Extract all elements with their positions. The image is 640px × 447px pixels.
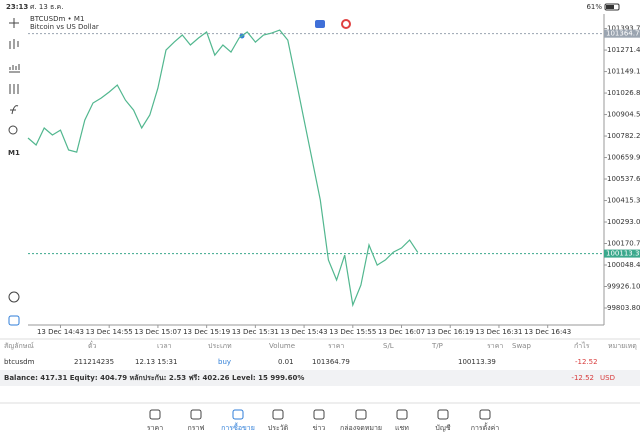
y-tick-label: 100415.30	[607, 197, 640, 205]
total-profit: -12.52	[571, 374, 594, 382]
y-tick-label: 101026.80	[607, 89, 640, 97]
one-click-sell[interactable]	[341, 19, 351, 29]
status-date: ศ. 13 ธ.ค.	[30, 3, 63, 11]
x-tick-label: 13 Dec 14:55	[86, 328, 133, 336]
y-tick-label: 101149.10	[607, 68, 640, 76]
table-header: ประเภท	[208, 342, 232, 350]
table-header: ราคา	[328, 342, 344, 350]
table-cell: -12.52	[575, 358, 598, 366]
table-header: T/P	[431, 342, 443, 350]
y-tick-label: 99926.10	[607, 282, 640, 290]
x-tick-label: 13 Dec 15:43	[281, 328, 328, 336]
tab-label[interactable]: กล่องจดหมาย	[340, 424, 382, 432]
left-toolbar	[8, 18, 20, 326]
function-icon[interactable]	[10, 105, 19, 115]
battery-level	[606, 5, 614, 9]
table-cell: 12.13 15:31	[135, 358, 177, 366]
table-header: Swap	[512, 342, 531, 350]
candle-icon[interactable]	[9, 39, 19, 49]
tab-icon[interactable]	[396, 409, 408, 420]
trade-icon[interactable]	[8, 315, 20, 326]
bars-icon[interactable]	[9, 64, 20, 73]
tab-icon[interactable]	[272, 409, 284, 420]
x-tick-label: 13 Dec 15:19	[183, 328, 230, 336]
tab-icon[interactable]	[190, 409, 202, 420]
table-header: สัญลักษณ์	[4, 342, 34, 350]
tab-label[interactable]: การซื้อขาย	[221, 421, 255, 432]
balance-summary: Balance: 417.31 Equity: 404.79 หลักประกั…	[4, 374, 304, 382]
tab-label[interactable]: กราฟ	[188, 424, 205, 432]
table-cell: 0.01	[278, 358, 294, 366]
x-tick-label: 13 Dec 16:07	[378, 328, 425, 336]
tab-icon[interactable]	[479, 409, 491, 420]
one-click-buy[interactable]	[315, 20, 325, 28]
table-header: ราคา	[487, 342, 503, 350]
x-tick-label: 13 Dec 16:43	[524, 328, 571, 336]
table-header: กำไร	[574, 341, 590, 350]
x-tick-label: 13 Dec 14:43	[37, 328, 84, 336]
price-line-series	[27, 29, 419, 308]
table-cell[interactable]: btcusdm	[4, 358, 35, 366]
battery-icon	[604, 3, 620, 11]
table-header: ตั๋ว	[88, 341, 97, 350]
tab-label[interactable]: ราคา	[147, 424, 163, 432]
table-cell: buy	[218, 358, 231, 366]
indicator-icon[interactable]	[9, 84, 19, 94]
chart-title: BTCUSDm • M1	[30, 15, 84, 23]
y-tick-label: 99803.80	[607, 304, 640, 312]
price-label: 100113.39	[606, 250, 640, 258]
tab-label[interactable]: แชท	[395, 424, 409, 432]
y-tick-label: 100782.20	[607, 132, 640, 140]
timeframe-button[interactable]: M1	[8, 149, 20, 157]
objects-icon[interactable]	[8, 125, 18, 135]
table-header: S/L	[383, 342, 394, 350]
y-tick-label: 100170.70	[607, 240, 640, 248]
x-tick-label: 13 Dec 15:55	[329, 328, 376, 336]
table-header: Volume	[269, 342, 295, 350]
price-label-box	[604, 29, 640, 38]
table-header: เวลา	[157, 342, 172, 350]
tab-label[interactable]: ข่าว	[313, 424, 326, 432]
price-label: 101364.79	[606, 30, 640, 38]
tab-icon[interactable]	[149, 409, 161, 420]
y-tick-label: 101393.70	[607, 25, 640, 33]
chart-subtitle: Bitcoin vs US Dollar	[30, 23, 99, 31]
x-tick-label: 13 Dec 15:31	[232, 328, 279, 336]
y-tick-label: 100904.50	[607, 111, 640, 119]
currency: USD	[600, 374, 615, 382]
y-tick-label: 100659.90	[607, 154, 640, 162]
y-tick-label: 100048.40	[607, 261, 640, 269]
zoom-icon[interactable]	[8, 291, 20, 303]
status-time: 23:13	[6, 3, 28, 11]
tab-label[interactable]: บัญชี	[435, 424, 450, 432]
table-cell: 100113.39	[458, 358, 496, 366]
price-label-box	[604, 249, 640, 258]
x-tick-label: 13 Dec 16:19	[427, 328, 474, 336]
tab-label[interactable]: ประวัติ	[268, 424, 289, 432]
tab-icon[interactable]	[313, 409, 325, 420]
table-cell: 101364.79	[312, 358, 350, 366]
y-tick-label: 100537.60	[607, 175, 640, 183]
y-tick-label: 101271.40	[607, 46, 640, 54]
tab-icon[interactable]	[437, 409, 449, 420]
x-tick-label: 13 Dec 16:31	[475, 328, 522, 336]
balance-bar	[0, 370, 640, 386]
tab-icon[interactable]	[355, 409, 367, 420]
table-header: หมายเหตุ	[608, 342, 637, 350]
tab-icon[interactable]	[232, 409, 244, 420]
status-battery: 61%	[586, 3, 602, 11]
table-cell: 211214235	[74, 358, 114, 366]
y-tick-label: 100293.00	[607, 218, 640, 226]
x-tick-label: 13 Dec 15:07	[134, 328, 181, 336]
tab-label[interactable]: การตั้งค่า	[471, 421, 500, 432]
crosshair-icon[interactable]	[9, 18, 19, 28]
